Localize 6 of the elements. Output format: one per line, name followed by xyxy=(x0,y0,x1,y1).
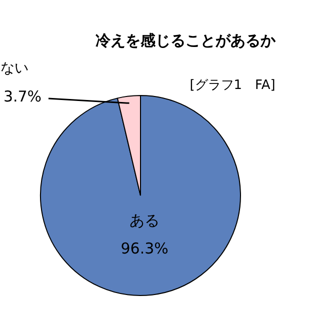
data-label: 3.7% xyxy=(3,88,42,106)
data-label: 96.3% xyxy=(120,239,168,258)
slice-label: ない xyxy=(0,60,28,76)
chart-title: 冷えを感じることがあるか xyxy=(96,32,276,50)
slice-label: ある xyxy=(130,211,160,230)
text: [グラフ1 FA] xyxy=(190,78,276,93)
